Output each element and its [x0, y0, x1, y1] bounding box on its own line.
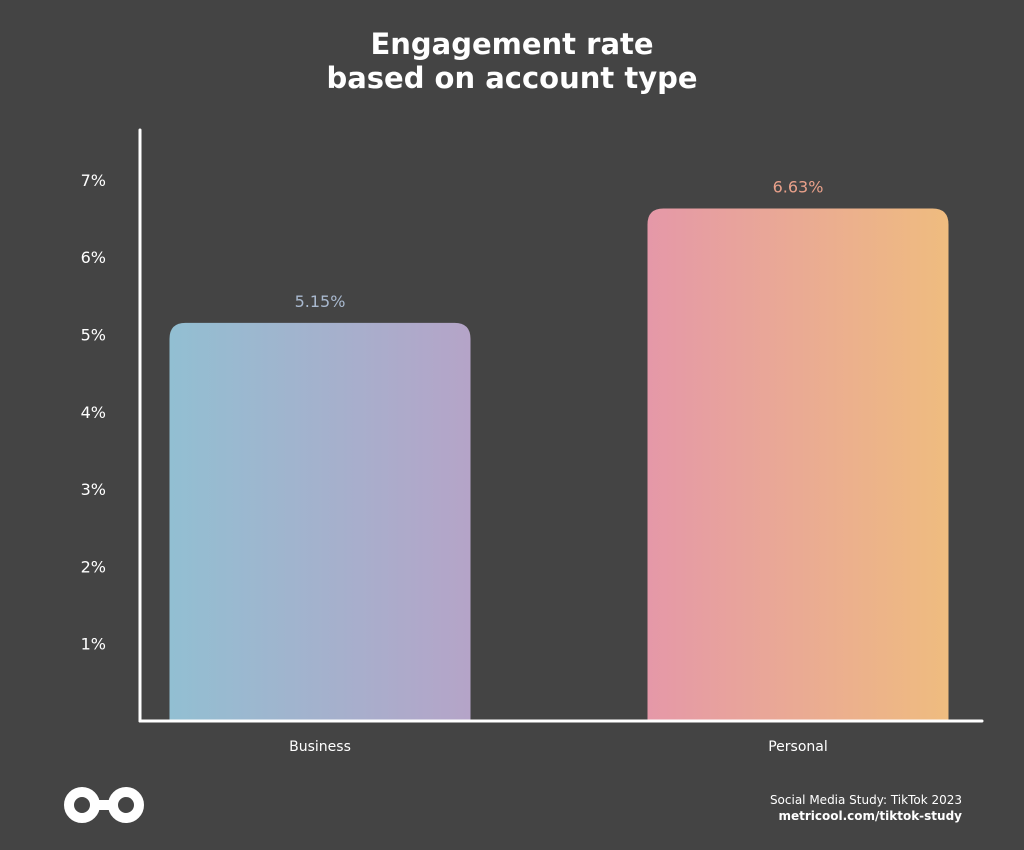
- bar-value-label: 5.15%: [295, 292, 346, 311]
- chart-subtitle: based on account type: [326, 61, 698, 95]
- bar-personal: [647, 208, 949, 722]
- chart-title: Engagement rate: [370, 27, 654, 61]
- bar-value-label: 6.63%: [773, 178, 824, 197]
- source-text: Social Media Study: TikTok 2023: [769, 793, 962, 807]
- y-tick-label: 4%: [81, 403, 106, 422]
- y-tick-label: 7%: [81, 171, 106, 190]
- y-tick-label: 2%: [81, 557, 106, 576]
- source-footer: Social Media Study: TikTok 2023 metricoo…: [770, 792, 962, 824]
- bar-business: [169, 322, 471, 721]
- y-tick-label: 3%: [81, 480, 106, 499]
- x-category-label: Personal: [768, 739, 828, 755]
- y-tick-label: 6%: [81, 248, 106, 267]
- source-url[interactable]: metricool.com/tiktok-study: [778, 809, 962, 823]
- y-tick-label: 5%: [81, 326, 106, 345]
- x-category-label: Business: [289, 739, 351, 755]
- y-tick-label: 1%: [81, 635, 106, 654]
- infinity-loop-icon: [64, 787, 144, 823]
